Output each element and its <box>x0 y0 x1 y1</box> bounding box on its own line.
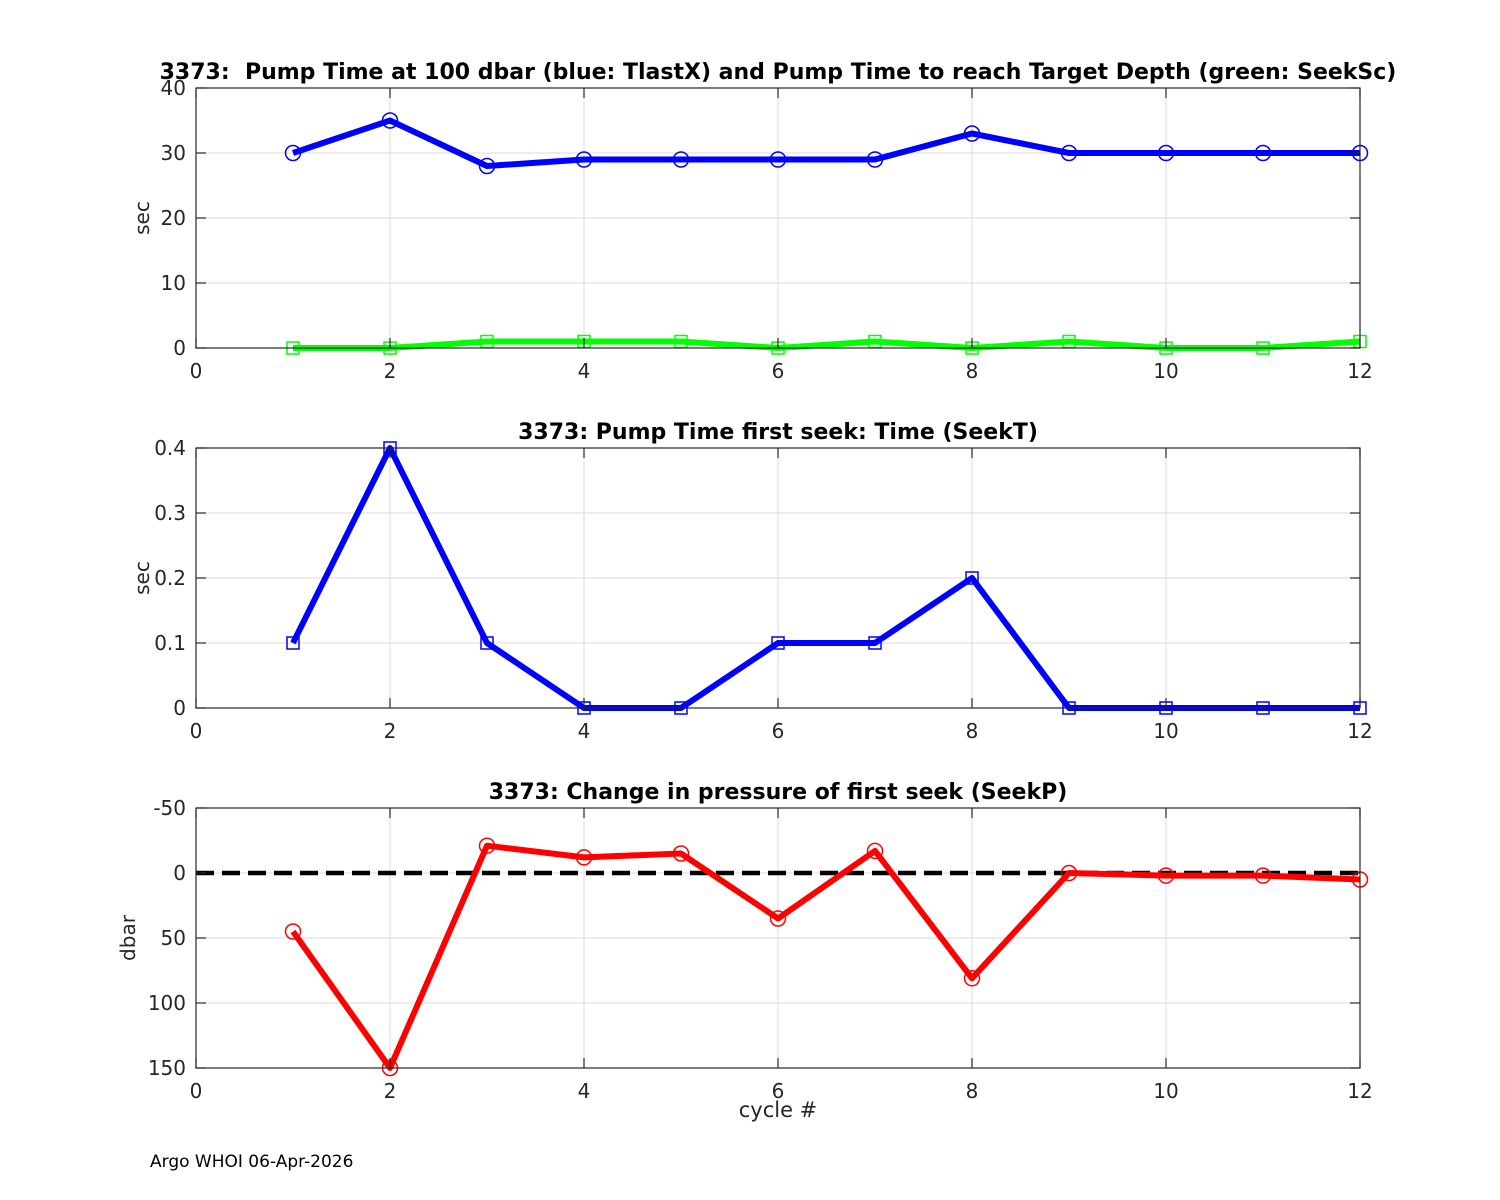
x-tick-label: 0 <box>190 359 203 383</box>
marker-SeekP <box>575 849 593 866</box>
series-line-SeekSc <box>293 338 1361 351</box>
x-tick-label: 0 <box>190 1079 203 1103</box>
y-tick-label: 0.3 <box>154 501 186 525</box>
marker-SeekT <box>868 636 882 650</box>
y-tick-label: 30 <box>161 141 186 165</box>
marker-TlastX <box>478 157 496 175</box>
x-tick-label: 2 <box>384 359 397 383</box>
x-tick-label: 8 <box>966 719 979 743</box>
y-tick-label: 100 <box>148 991 186 1015</box>
marker-SeekP <box>866 842 884 860</box>
marker-TlastX <box>1060 144 1078 162</box>
marker-TlastX <box>866 151 884 168</box>
marker-TlastX <box>672 151 690 168</box>
marker-TlastX <box>1157 144 1175 162</box>
x-tick-label: 4 <box>578 719 591 743</box>
y-tick-label: 0.2 <box>154 566 186 590</box>
subplot-1: 0 2 4 6 8 10 12 0 10 20 30 40 <box>161 76 1373 383</box>
figure-credit: Argo WHOI 06-Apr-2026 <box>150 1152 354 1172</box>
y-tick-label: 0 <box>173 336 186 360</box>
marker-TlastX <box>963 125 981 142</box>
series-line-SeekP <box>290 842 1361 1071</box>
x-tick-label: 6 <box>772 359 785 383</box>
marker-TlastX <box>381 112 399 129</box>
y-tick-label: 0 <box>173 696 186 720</box>
marker-TlastX <box>284 144 302 162</box>
subplot-2: 0 2 4 6 8 10 12 0 0.1 0.2 0.3 0.4 <box>154 436 1373 743</box>
x-tick-label: 10 <box>1153 1079 1178 1103</box>
subplot-3: 0 2 4 6 8 10 12 -50 0 50 100 150 <box>148 796 1373 1103</box>
y-tick-label: 150 <box>148 1056 186 1080</box>
marker-SeekP <box>478 837 496 854</box>
x-tick-label: 2 <box>384 719 397 743</box>
marker-SeekP <box>672 845 690 862</box>
y-tick-label: 10 <box>161 271 186 295</box>
marker-SeekP <box>769 910 787 927</box>
x-tick-label: 12 <box>1347 719 1372 743</box>
x-tick-label: 0 <box>190 719 203 743</box>
marker-SeekT <box>771 636 785 650</box>
marker-TlastX <box>769 151 787 168</box>
marker-SeekP <box>1157 867 1175 884</box>
series-line-TlastX <box>292 117 1360 169</box>
subplot1-title: 3373: Pump Time at 100 dbar (blue: Tlast… <box>159 60 1397 85</box>
x-tick-label: 8 <box>966 359 979 383</box>
subplot1-y-axis-label: sec <box>130 201 154 235</box>
x-tick-label: 12 <box>1347 1079 1372 1103</box>
marker-SeekP <box>1060 864 1078 882</box>
x-tick-label: 8 <box>966 1079 979 1103</box>
marker-SeekT <box>286 636 300 650</box>
subplot2-y-axis-label: sec <box>130 561 154 595</box>
marker-TlastX <box>575 151 593 168</box>
marker-SeekT <box>480 636 494 650</box>
marker-TlastX <box>1254 144 1272 162</box>
marker-SeekT <box>965 571 979 585</box>
y-tick-label: 0.4 <box>154 436 186 460</box>
subplot3-title: 3373: Change in pressure of first seek (… <box>488 780 1068 805</box>
x-tick-label: 2 <box>384 1079 397 1103</box>
x-tick-label: 10 <box>1153 719 1178 743</box>
y-tick-label: 50 <box>161 926 186 950</box>
x-tick-label: 4 <box>578 359 591 383</box>
subplot2-title: 3373: Pump Time first seek: Time (SeekT) <box>518 420 1038 445</box>
y-tick-label: 20 <box>161 206 186 230</box>
y-tick-label: 0.1 <box>154 631 186 655</box>
y-tick-label: 0 <box>173 861 186 885</box>
x-tick-label: 4 <box>578 1079 591 1103</box>
marker-SeekP <box>284 923 302 940</box>
marker-SeekP <box>1254 867 1272 884</box>
x-tick-label: 6 <box>772 719 785 743</box>
y-tick-label: -50 <box>153 796 186 820</box>
x-tick-label: 6 <box>772 1079 785 1103</box>
x-axis-label: cycle # <box>738 1098 818 1122</box>
x-tick-label: 10 <box>1153 359 1178 383</box>
x-tick-label: 12 <box>1347 359 1372 383</box>
marker-SeekP <box>963 970 981 987</box>
subplot3-y-axis-label: dbar <box>116 915 140 961</box>
y-tick-label: 40 <box>161 76 186 100</box>
